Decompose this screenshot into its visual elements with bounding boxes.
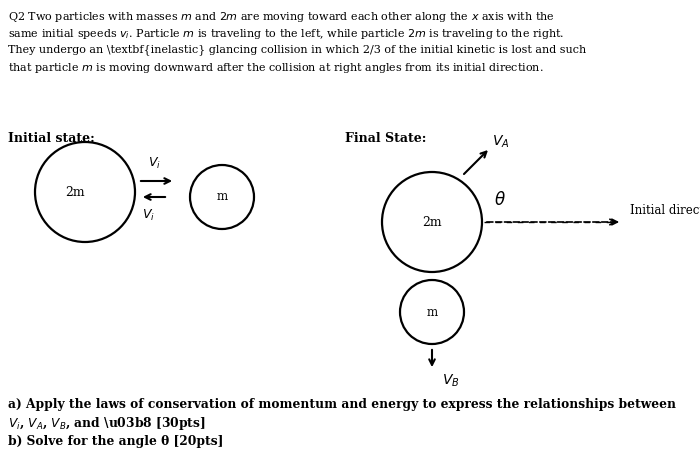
Text: 2m: 2m — [422, 215, 442, 228]
Text: Final State:: Final State: — [345, 132, 426, 145]
Text: a) Apply the laws of conservation of momentum and energy to express the relation: a) Apply the laws of conservation of mom… — [8, 398, 676, 411]
Text: $V_i$: $V_i$ — [148, 156, 161, 171]
Text: $\theta$: $\theta$ — [494, 191, 506, 209]
Text: Initial direction: Initial direction — [630, 204, 700, 217]
Text: $V_A$: $V_A$ — [492, 134, 510, 150]
Text: b) Solve for the angle θ [20pts]: b) Solve for the angle θ [20pts] — [8, 435, 223, 448]
Text: $V_i$: $V_i$ — [141, 208, 155, 223]
Text: Initial state:: Initial state: — [8, 132, 95, 145]
Text: $V_i$, $V_A$, $V_B$, and \u03b8 [30pts]: $V_i$, $V_A$, $V_B$, and \u03b8 [30pts] — [8, 415, 206, 432]
Text: Q2 Two particles with masses $m$ and $2m$ are moving toward each other along the: Q2 Two particles with masses $m$ and $2m… — [8, 10, 554, 24]
Text: that particle $m$ is moving downward after the collision at right angles from it: that particle $m$ is moving downward aft… — [8, 61, 543, 75]
Text: 2m: 2m — [65, 185, 85, 199]
Text: m: m — [426, 306, 438, 318]
Text: same initial speeds $v_i$. Particle $m$ is traveling to the left, while particle: same initial speeds $v_i$. Particle $m$ … — [8, 27, 564, 41]
Text: $V_B$: $V_B$ — [442, 373, 460, 390]
Text: They undergo an \textbf{inelastic} glancing collision in which 2/3 of the initia: They undergo an \textbf{inelastic} glanc… — [8, 44, 587, 55]
Text: m: m — [216, 191, 228, 204]
